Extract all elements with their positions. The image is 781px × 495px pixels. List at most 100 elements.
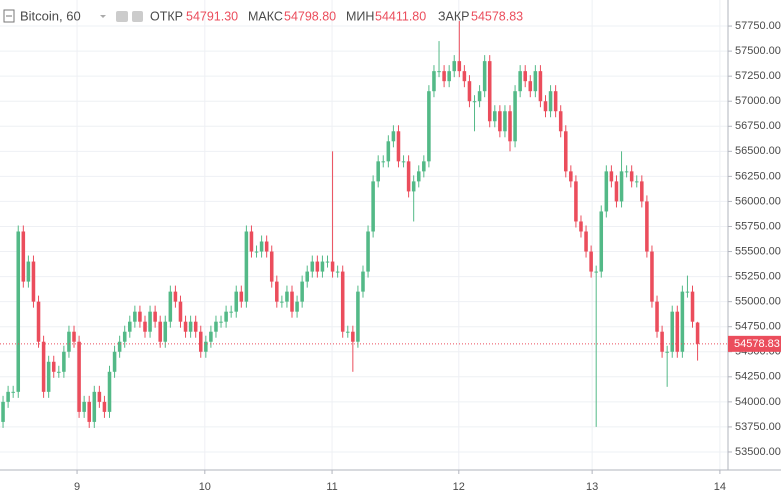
candle-body bbox=[143, 321, 147, 332]
candle-body bbox=[584, 231, 588, 252]
candle-body bbox=[574, 181, 578, 222]
symbol: Bitcoin, 60 bbox=[20, 8, 81, 23]
candle-body bbox=[264, 241, 269, 252]
candle-body bbox=[452, 61, 457, 72]
low-value: 54411.80 bbox=[375, 9, 426, 23]
candle-body bbox=[280, 301, 284, 303]
candle-body bbox=[356, 291, 360, 342]
candle-body bbox=[634, 181, 639, 183]
candle-body bbox=[320, 261, 325, 272]
candle-body bbox=[11, 391, 15, 393]
candle-body bbox=[640, 181, 644, 202]
candle-body bbox=[168, 291, 173, 322]
candles bbox=[0, 21, 728, 428]
candle-body bbox=[1, 401, 5, 422]
candle-body bbox=[158, 321, 162, 342]
candle-body bbox=[563, 131, 568, 172]
y-tick-label: 54250.00 bbox=[735, 371, 781, 383]
candle-body bbox=[503, 111, 507, 132]
candle-body bbox=[249, 231, 254, 252]
candle-body bbox=[482, 61, 487, 92]
candle-body bbox=[21, 231, 26, 282]
high-value: 54798.80 bbox=[284, 9, 336, 23]
last-price-label: 54578.83 bbox=[734, 338, 780, 350]
candle-body bbox=[72, 331, 76, 342]
candle-body bbox=[670, 311, 675, 352]
candle-body bbox=[259, 241, 264, 252]
y-tick-label: 56250.00 bbox=[735, 170, 781, 182]
candle-body bbox=[36, 301, 41, 342]
eye-icon[interactable] bbox=[116, 11, 128, 22]
y-tick-label: 56000.00 bbox=[735, 195, 781, 207]
candle-body bbox=[219, 321, 223, 323]
y-tick-label: 55250.00 bbox=[735, 270, 781, 282]
settings-icon[interactable] bbox=[132, 11, 143, 22]
dropdown-arrow[interactable] bbox=[100, 15, 106, 18]
candle-body bbox=[695, 322, 700, 344]
candle-body bbox=[107, 371, 112, 412]
candle-body bbox=[477, 91, 482, 102]
collapse-icon[interactable] bbox=[3, 9, 15, 23]
open-value: 54791.30 bbox=[186, 9, 238, 23]
y-tick-label: 57750.00 bbox=[735, 20, 781, 32]
x-tick-label: 13 bbox=[586, 481, 598, 493]
candle-body bbox=[523, 71, 527, 82]
y-tick-label: 55500.00 bbox=[735, 245, 781, 257]
candle-body bbox=[92, 391, 97, 422]
candle-body bbox=[87, 401, 91, 422]
candle-body bbox=[310, 261, 315, 272]
candle-body bbox=[234, 291, 239, 312]
y-tick-label: 54750.00 bbox=[735, 321, 781, 333]
candle-body bbox=[422, 161, 426, 172]
candle-body bbox=[513, 91, 517, 142]
candle-body bbox=[411, 181, 416, 192]
candle-body bbox=[112, 351, 117, 372]
candle-body bbox=[386, 141, 391, 162]
x-tick-label: 10 bbox=[199, 481, 211, 493]
candle-body bbox=[543, 101, 548, 112]
candle-body bbox=[209, 331, 213, 342]
y-tick-label: 53750.00 bbox=[735, 421, 781, 433]
candle-body bbox=[285, 291, 289, 302]
candle-body bbox=[538, 71, 543, 102]
candle-body bbox=[295, 301, 299, 312]
candle-body bbox=[401, 161, 406, 163]
candle-body bbox=[528, 81, 533, 92]
candle-body bbox=[244, 231, 249, 302]
y-tick-label: 56750.00 bbox=[735, 120, 781, 132]
candle-body bbox=[629, 171, 634, 182]
candle-body bbox=[51, 361, 56, 372]
y-tick-label: 54000.00 bbox=[735, 396, 781, 408]
candle-body bbox=[31, 261, 36, 302]
candle-body bbox=[57, 371, 61, 373]
candle-body bbox=[655, 301, 659, 332]
candle-body bbox=[82, 401, 86, 412]
candle-body bbox=[325, 261, 330, 263]
candle-body bbox=[660, 331, 664, 352]
candle-body bbox=[269, 251, 274, 282]
y-tick-label: 57000.00 bbox=[735, 95, 781, 107]
candle-body bbox=[548, 91, 553, 112]
candle-body bbox=[239, 291, 244, 302]
candle-body bbox=[508, 111, 512, 142]
candle-body bbox=[437, 71, 441, 73]
candle-body bbox=[133, 311, 137, 322]
candle-body bbox=[97, 391, 102, 402]
candle-body bbox=[224, 311, 228, 322]
y-tick-label: 53500.00 bbox=[735, 446, 781, 458]
candle-body bbox=[330, 261, 335, 272]
candle-body bbox=[214, 321, 218, 332]
candle-body bbox=[609, 171, 614, 182]
candle-body bbox=[173, 291, 178, 302]
candle-body bbox=[6, 391, 10, 402]
candle-body bbox=[675, 311, 680, 352]
high-label: МАКС bbox=[248, 9, 283, 23]
axes: 53500.0053750.0054000.0054250.0054500.00… bbox=[74, 20, 781, 493]
candle-body bbox=[553, 91, 558, 112]
candle-body bbox=[457, 61, 462, 72]
low-label: МИН bbox=[346, 9, 374, 23]
candle-body bbox=[645, 201, 649, 252]
candle-body bbox=[589, 251, 593, 272]
